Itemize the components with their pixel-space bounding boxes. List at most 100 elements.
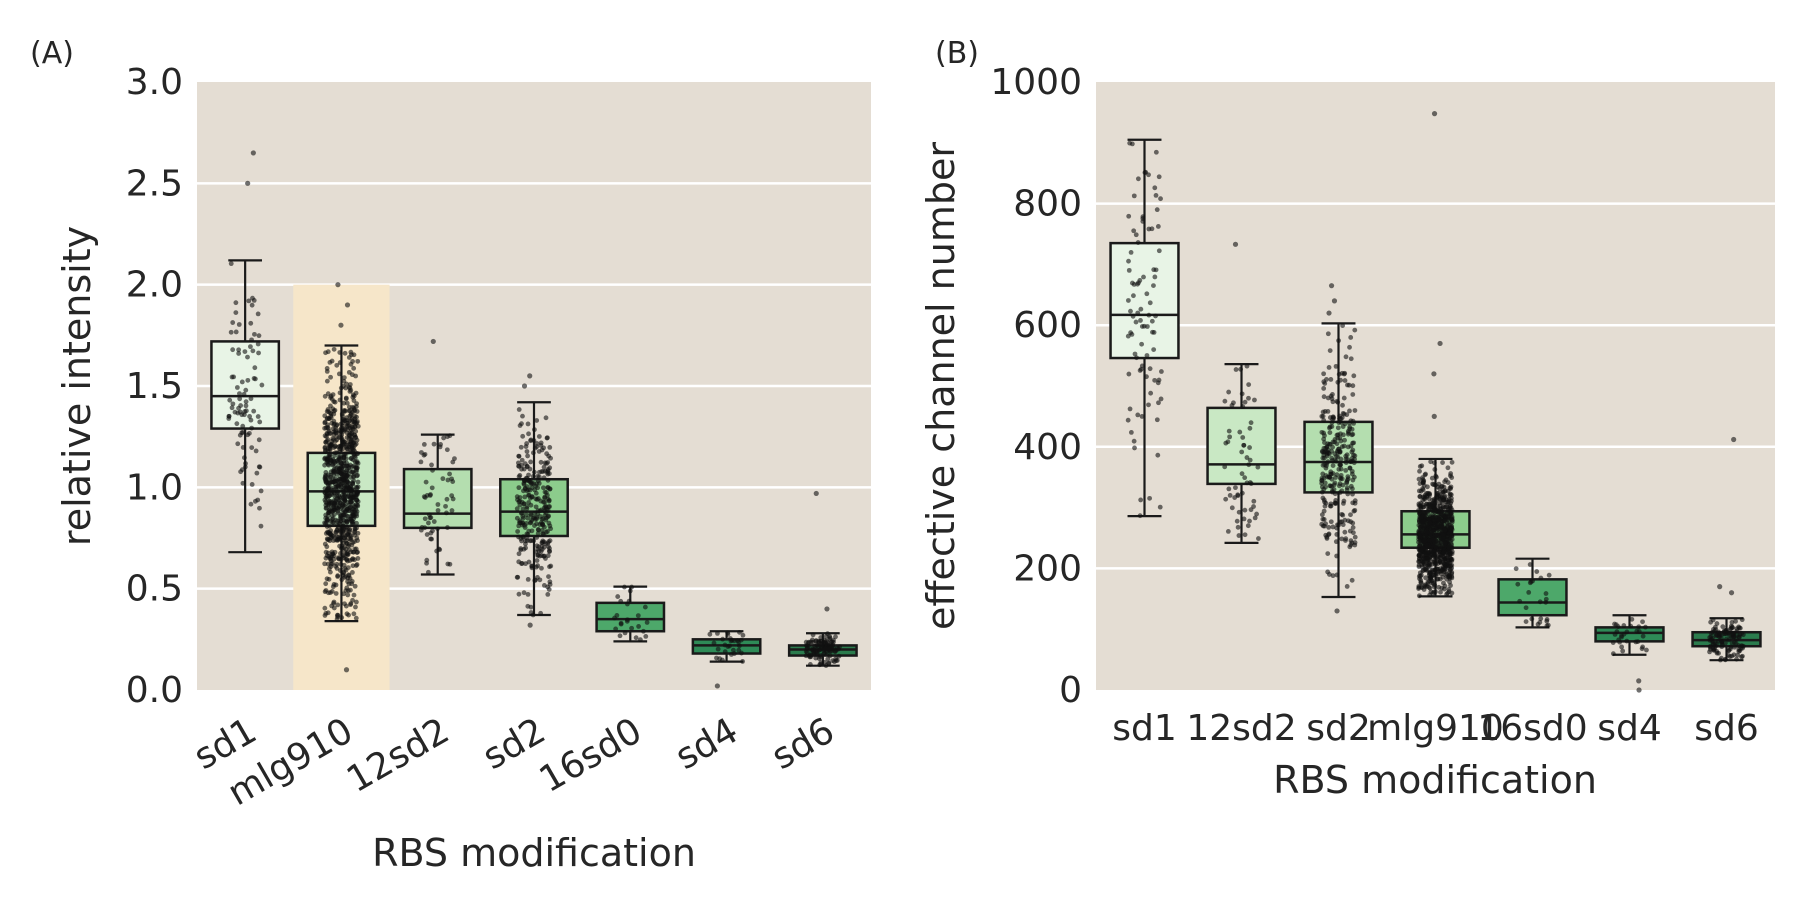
data-point xyxy=(1330,573,1336,579)
data-point xyxy=(1445,514,1450,520)
data-point xyxy=(1153,149,1159,155)
data-point xyxy=(516,474,522,479)
data-point xyxy=(1234,518,1240,524)
data-point xyxy=(1130,313,1136,319)
data-point xyxy=(1153,313,1158,319)
data-point xyxy=(424,532,430,537)
data-point xyxy=(341,503,347,509)
data-point xyxy=(1131,293,1136,299)
data-point xyxy=(1348,335,1354,340)
data-point xyxy=(522,461,528,467)
data-point xyxy=(1425,558,1431,564)
data-point xyxy=(249,445,255,451)
data-point xyxy=(227,397,233,403)
data-point xyxy=(1341,443,1347,449)
data-point xyxy=(1640,644,1646,650)
data-point xyxy=(535,474,541,479)
data-point xyxy=(1448,471,1454,476)
data-point xyxy=(337,390,343,396)
data-point xyxy=(826,660,832,666)
data-point xyxy=(1640,619,1645,625)
data-point xyxy=(1416,585,1422,590)
data-point xyxy=(327,410,333,416)
panel-b-y-ticks: 0 200 400 600 800 1000 xyxy=(990,62,1082,711)
data-point xyxy=(711,640,717,646)
data-point xyxy=(1437,543,1443,549)
data-point xyxy=(1347,544,1353,550)
data-point xyxy=(354,511,359,517)
data-point xyxy=(248,396,254,402)
data-point xyxy=(1138,318,1143,323)
data-point xyxy=(1152,185,1158,191)
data-point xyxy=(245,377,251,383)
data-point xyxy=(325,349,331,355)
data-point xyxy=(532,427,537,433)
data-point xyxy=(725,630,731,636)
data-point xyxy=(328,472,334,478)
data-point xyxy=(1347,426,1353,432)
data-point xyxy=(1138,366,1144,372)
data-point xyxy=(334,616,340,622)
data-point xyxy=(1351,440,1357,446)
data-point xyxy=(1135,412,1141,418)
outlier-point xyxy=(1431,371,1437,377)
data-point xyxy=(545,591,551,597)
data-point xyxy=(1714,621,1720,626)
data-point xyxy=(354,484,359,490)
data-point xyxy=(1239,391,1245,397)
data-point xyxy=(334,566,340,571)
data-point xyxy=(516,453,522,459)
data-point xyxy=(328,395,333,400)
data-point xyxy=(255,311,261,317)
data-point xyxy=(430,528,435,534)
data-point xyxy=(326,480,332,486)
data-point xyxy=(526,559,532,565)
data-point xyxy=(529,481,534,487)
data-point xyxy=(1225,528,1231,534)
box-sd6 xyxy=(1691,436,1762,663)
x-tick-label: 12sd2 xyxy=(340,710,456,801)
data-point xyxy=(1327,503,1333,509)
data-point xyxy=(534,543,540,549)
data-point xyxy=(1242,475,1248,481)
data-point xyxy=(1244,455,1250,460)
data-point xyxy=(236,351,242,356)
data-point xyxy=(531,438,537,444)
data-point xyxy=(229,405,235,411)
data-point xyxy=(1343,536,1349,542)
data-point xyxy=(1322,440,1327,445)
data-point xyxy=(1156,248,1162,254)
data-point xyxy=(543,510,549,516)
data-point xyxy=(1330,392,1335,397)
data-point xyxy=(328,457,334,463)
data-point xyxy=(1227,434,1233,440)
data-point xyxy=(1244,480,1250,486)
data-point xyxy=(1736,649,1742,654)
data-point xyxy=(637,637,643,643)
data-point xyxy=(1348,356,1354,362)
panel-a-label: (A) xyxy=(30,36,74,71)
data-point xyxy=(1252,397,1257,403)
points-sd1 xyxy=(1125,140,1164,519)
data-point xyxy=(722,642,728,648)
data-point xyxy=(629,584,635,590)
data-point xyxy=(1233,485,1238,491)
points-12sd2 xyxy=(418,338,457,575)
data-point xyxy=(542,494,548,500)
data-point xyxy=(1128,249,1134,255)
data-point xyxy=(324,501,330,506)
data-point xyxy=(1319,512,1325,518)
data-point xyxy=(1333,539,1339,545)
data-point xyxy=(544,451,550,457)
data-point xyxy=(1350,530,1356,536)
data-point xyxy=(1144,324,1150,329)
y-tick-label: 0 xyxy=(1059,670,1082,711)
data-point xyxy=(226,416,232,421)
points-mlg910 xyxy=(1416,111,1455,599)
data-point xyxy=(1448,530,1454,536)
data-point xyxy=(328,374,333,380)
data-point xyxy=(1151,347,1157,353)
data-point xyxy=(342,350,348,356)
data-point xyxy=(540,538,546,544)
data-point xyxy=(1449,459,1455,465)
